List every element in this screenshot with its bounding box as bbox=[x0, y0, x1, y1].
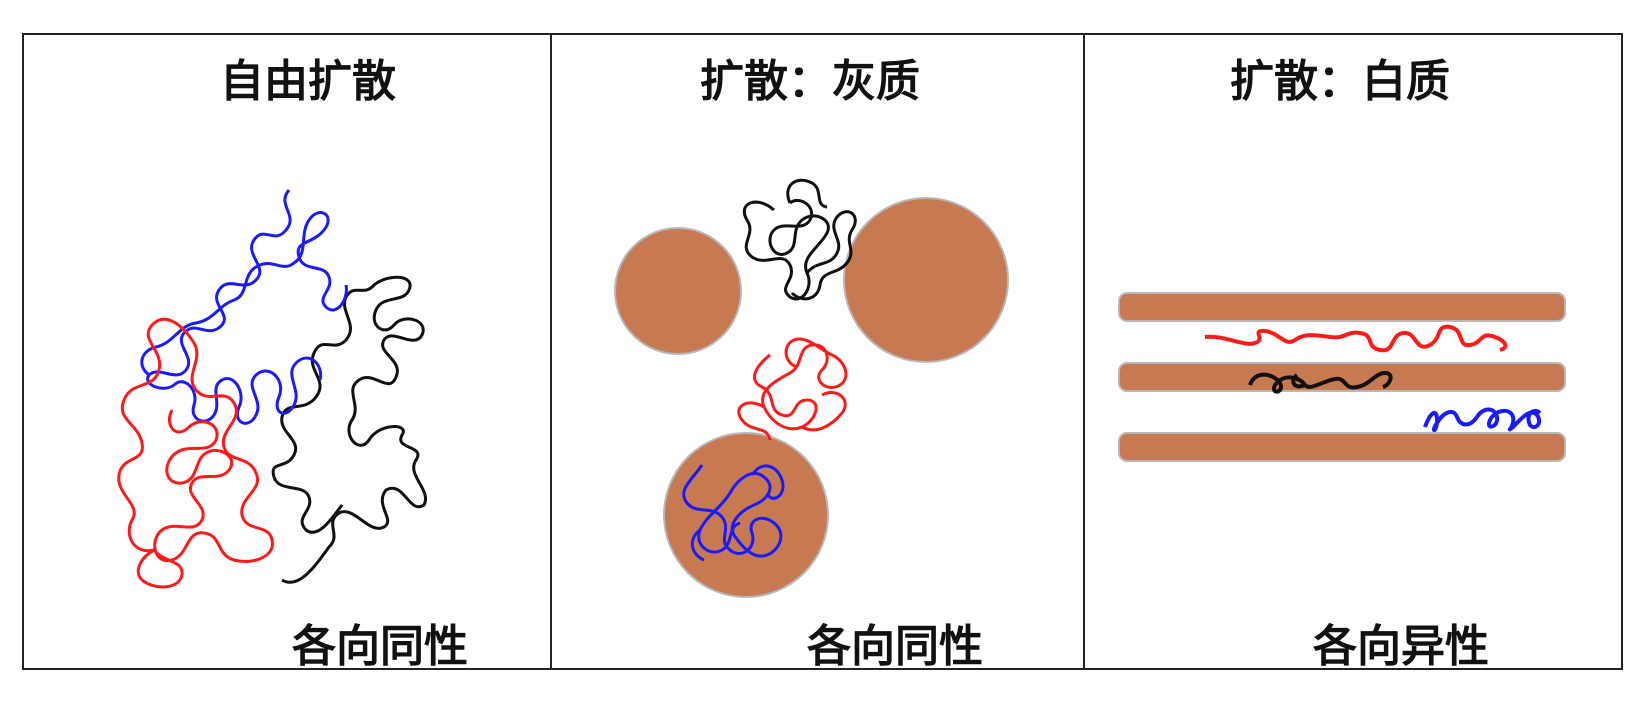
panel-free-diffusion: 自由扩散 各向同性 bbox=[22, 33, 552, 672]
panel-caption: 各向异性 bbox=[1313, 621, 1489, 672]
panel-title: 扩散：白质 bbox=[1230, 56, 1450, 107]
cell-left bbox=[614, 227, 742, 355]
panel-white-matter: 扩散：白质 各向异性 bbox=[1083, 33, 1623, 672]
blue-random-walk bbox=[682, 464, 785, 562]
white-matter-art bbox=[1118, 292, 1566, 462]
panel-grey-matter: 扩散：灰质 各向同性 bbox=[550, 33, 1085, 672]
red-random-walk bbox=[737, 337, 848, 441]
fiber-middle bbox=[1118, 362, 1566, 392]
red-random-walk bbox=[1204, 324, 1508, 353]
fiber-top bbox=[1118, 292, 1566, 322]
blue-random-walk bbox=[140, 189, 348, 425]
fiber-bottom bbox=[1118, 432, 1566, 462]
black-random-walk bbox=[743, 178, 857, 301]
panel-title: 自由扩散 bbox=[220, 56, 396, 107]
black-random-walk bbox=[1248, 371, 1393, 394]
black-random-walk bbox=[271, 275, 427, 584]
panel-caption: 各向同性 bbox=[807, 621, 983, 672]
blue-random-walk bbox=[1423, 407, 1542, 433]
panel-caption: 各向同性 bbox=[292, 621, 468, 672]
cell-bottom bbox=[663, 432, 829, 598]
panel-title: 扩散：灰质 bbox=[700, 56, 920, 107]
grey-matter-art bbox=[614, 178, 1009, 598]
red-random-walk bbox=[117, 317, 274, 589]
free-diffusion-art bbox=[117, 189, 427, 589]
cell-right bbox=[843, 197, 1009, 363]
